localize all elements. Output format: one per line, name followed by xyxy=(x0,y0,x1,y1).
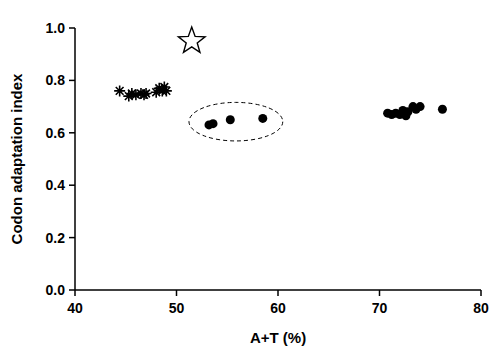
x-axis-label: A+T (%) xyxy=(250,329,306,346)
y-tick xyxy=(69,27,75,29)
series-circle xyxy=(204,114,267,130)
series-star xyxy=(178,27,205,52)
x-tick xyxy=(74,290,76,296)
y-tick-label: 0.6 xyxy=(46,125,66,141)
asterisk-point xyxy=(141,88,152,99)
x-tick-label: 70 xyxy=(372,300,388,316)
x-tick-label: 60 xyxy=(270,300,286,316)
circle-point xyxy=(226,115,235,124)
x-tick xyxy=(277,290,279,296)
y-tick-label: 1.0 xyxy=(46,20,66,36)
y-tick-label: 0.8 xyxy=(46,72,66,88)
x-tick-label: 80 xyxy=(473,300,489,316)
x-tick xyxy=(379,290,381,296)
y-tick-label: 0.0 xyxy=(46,282,66,298)
circle-point xyxy=(209,119,218,128)
circle-point xyxy=(416,102,425,111)
x-tick-label: 50 xyxy=(169,300,185,316)
x-tick xyxy=(480,290,482,296)
asterisk-point xyxy=(161,85,172,96)
star-point xyxy=(178,27,205,52)
y-tick xyxy=(69,184,75,186)
series-asterisk xyxy=(114,81,172,101)
chart: 40 50 60 70 80 0.0 0.2 0.4 0.6 0.8 1.0 A+T (%) Codon… xyxy=(0,0,500,355)
highlight-ellipse xyxy=(189,102,283,141)
axes: 40 50 60 70 80 0.0 0.2 0.4 0.6 0.8 1.0 xyxy=(46,20,489,316)
y-tick xyxy=(69,132,75,134)
asterisk-point xyxy=(114,85,125,96)
y-tick-label: 0.4 xyxy=(46,177,66,193)
marks xyxy=(114,27,447,129)
circle-point xyxy=(258,114,267,123)
circle-point xyxy=(438,105,447,114)
y-axis-label: Codon adaptation index xyxy=(8,73,25,244)
series-circle xyxy=(383,102,447,120)
y-tick xyxy=(69,289,75,291)
y-axis-line xyxy=(74,28,76,290)
x-tick xyxy=(176,290,178,296)
y-tick-label: 0.2 xyxy=(46,230,66,246)
y-tick xyxy=(69,237,75,239)
y-tick xyxy=(69,80,75,82)
x-tick-label: 40 xyxy=(67,300,83,316)
